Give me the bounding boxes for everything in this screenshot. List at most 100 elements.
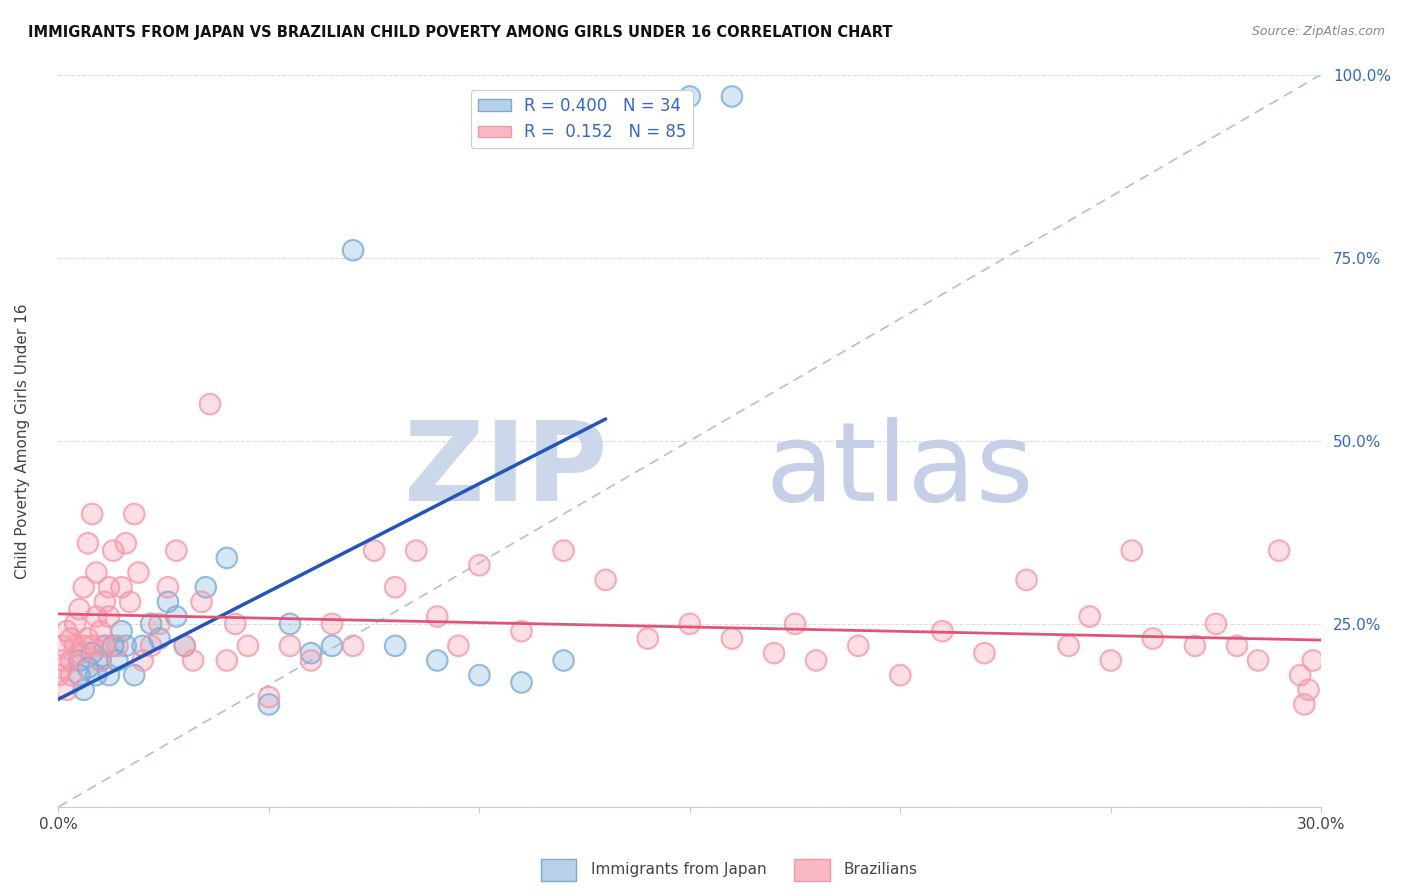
Point [384, 639, 406, 653]
Point [468, 558, 491, 573]
Point [637, 632, 659, 646]
Point [553, 543, 575, 558]
Point [1268, 543, 1291, 558]
Point [139, 616, 162, 631]
Point [1184, 639, 1206, 653]
Point [1294, 698, 1316, 712]
Point [224, 616, 246, 631]
Point [90, 653, 112, 667]
Point [299, 646, 322, 660]
Point [595, 573, 617, 587]
Point [194, 580, 217, 594]
Point [105, 639, 128, 653]
Point [110, 580, 132, 594]
Point [299, 653, 322, 667]
Point [65, 616, 87, 631]
Point [52, 653, 75, 667]
Point [173, 639, 195, 653]
Point [69, 602, 91, 616]
Point [148, 616, 170, 631]
Point [1268, 543, 1291, 558]
Point [931, 624, 953, 639]
Point [426, 609, 449, 624]
Point [122, 507, 145, 521]
Point [69, 653, 91, 667]
Point [94, 639, 117, 653]
Point [122, 507, 145, 521]
Point [1302, 653, 1324, 667]
Point [94, 639, 117, 653]
Point [114, 536, 136, 550]
Point [1057, 639, 1080, 653]
Point [77, 536, 100, 550]
Y-axis label: Child Poverty Among Girls Under 16: Child Poverty Among Girls Under 16 [15, 303, 30, 579]
Text: IMMIGRANTS FROM JAPAN VS BRAZILIAN CHILD POVERTY AMONG GIRLS UNDER 16 CORRELATIO: IMMIGRANTS FROM JAPAN VS BRAZILIAN CHILD… [28, 25, 893, 40]
Point [56, 682, 79, 697]
Point [257, 698, 280, 712]
Point [1121, 543, 1143, 558]
Point [139, 639, 162, 653]
Point [426, 653, 449, 667]
Point [86, 668, 108, 682]
Point [215, 653, 238, 667]
Point [156, 595, 179, 609]
Point [363, 543, 385, 558]
Point [105, 639, 128, 653]
Point [257, 690, 280, 705]
Point [889, 668, 911, 682]
Point [98, 580, 121, 594]
Point [321, 639, 343, 653]
Point [1247, 653, 1270, 667]
Point [98, 609, 121, 624]
Point [721, 89, 744, 103]
Point [98, 580, 121, 594]
Point [60, 632, 83, 646]
Point [86, 566, 108, 580]
Point [405, 543, 427, 558]
Point [363, 543, 385, 558]
Point [194, 580, 217, 594]
Point [73, 682, 96, 697]
Point [77, 536, 100, 550]
Point [114, 639, 136, 653]
Point [198, 397, 221, 411]
Point [73, 580, 96, 594]
Point [105, 653, 128, 667]
Point [236, 639, 259, 653]
Point [1142, 632, 1164, 646]
Point [73, 682, 96, 697]
Point [447, 639, 470, 653]
Point [165, 609, 187, 624]
Point [468, 668, 491, 682]
Point [763, 646, 786, 660]
Point [299, 653, 322, 667]
Point [56, 682, 79, 697]
Point [103, 639, 125, 653]
Point [846, 639, 869, 653]
Point [148, 632, 170, 646]
Point [69, 668, 91, 682]
Point [52, 639, 75, 653]
Point [52, 639, 75, 653]
Point [1302, 653, 1324, 667]
Point [468, 668, 491, 682]
Point [82, 646, 104, 660]
Point [122, 668, 145, 682]
Point [1099, 653, 1122, 667]
Point [139, 616, 162, 631]
Point [721, 632, 744, 646]
Point [1226, 639, 1249, 653]
Point [118, 595, 141, 609]
Point [127, 566, 149, 580]
Point [721, 89, 744, 103]
Point [973, 646, 995, 660]
Point [165, 543, 187, 558]
Point [90, 653, 112, 667]
Point [69, 668, 91, 682]
Point [342, 244, 364, 258]
Point [165, 543, 187, 558]
Point [783, 616, 806, 631]
Text: atlas: atlas [766, 417, 1033, 524]
Point [679, 89, 702, 103]
Point [139, 639, 162, 653]
